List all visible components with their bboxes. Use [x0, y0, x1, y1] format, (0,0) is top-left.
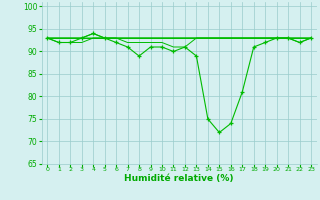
X-axis label: Humidité relative (%): Humidité relative (%) — [124, 174, 234, 183]
